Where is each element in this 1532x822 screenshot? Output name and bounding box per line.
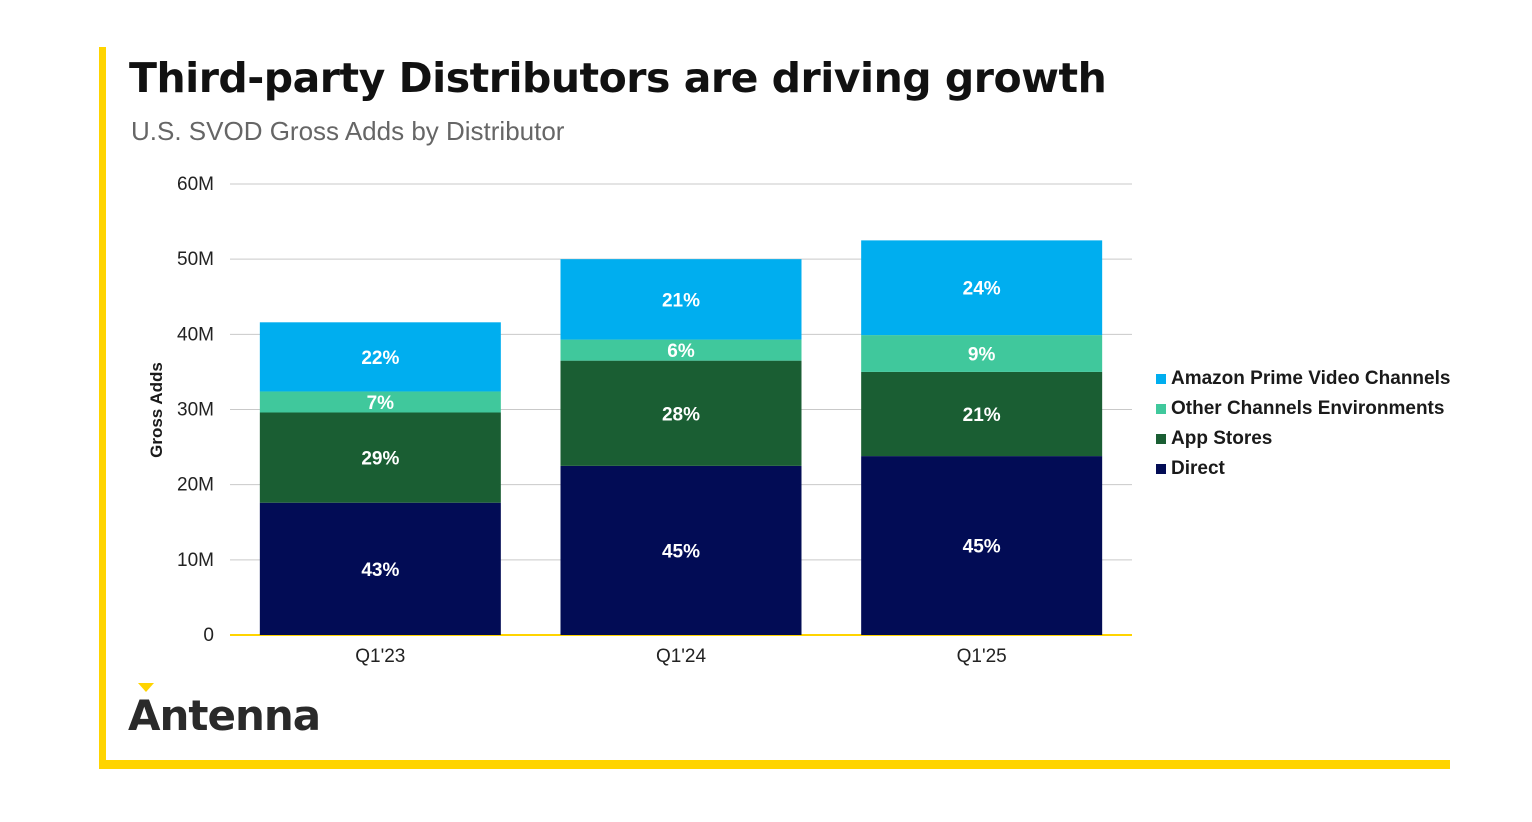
x-tick-label: Q1'25	[957, 646, 1007, 667]
legend-label: Other Channels Environments	[1171, 398, 1445, 419]
bar-segment	[259, 322, 501, 392]
data-label: 21%	[662, 290, 700, 311]
y-tick-label: 10M	[177, 550, 214, 571]
y-tick-label: 20M	[177, 475, 214, 496]
chart-subtitle: U.S. SVOD Gross Adds by Distributor	[131, 116, 565, 146]
x-axis-ticks: Q1'23 Q1'24 Q1'25	[355, 646, 1006, 667]
data-label: 9%	[968, 345, 996, 366]
data-label: 22%	[361, 348, 399, 369]
legend-swatch	[1156, 374, 1166, 384]
data-label: 29%	[361, 449, 399, 470]
bar-segment	[259, 412, 501, 503]
y-tick-label: 0	[203, 625, 214, 646]
data-label: 45%	[662, 541, 700, 562]
y-tick-label: 40M	[177, 324, 214, 345]
bar-segment	[560, 259, 802, 340]
bars: 43% 29% 7% 22% 45% 28% 6% 21% 45% 21% 9% 24%	[259, 240, 1103, 635]
y-axis-ticks: 0 10M 20M 30M 40M 50M 60M	[177, 174, 214, 646]
legend-label: Amazon Prime Video Channels	[1171, 368, 1451, 389]
y-tick-label: 60M	[177, 174, 214, 195]
bar-segment	[259, 391, 501, 413]
frame-accent-bottom	[99, 760, 1450, 769]
legend-item: Other Channels Environments	[1156, 394, 1450, 424]
bar-segment	[560, 339, 802, 361]
data-label: 6%	[667, 341, 695, 362]
legend-swatch	[1156, 434, 1166, 444]
bar-segment	[560, 465, 802, 635]
legend-swatch	[1156, 464, 1166, 474]
bar-segment	[861, 240, 1103, 336]
data-label: 21%	[963, 405, 1001, 426]
bar-segment	[861, 371, 1103, 457]
x-tick-label: Q1'24	[656, 646, 707, 667]
legend-item: App Stores	[1156, 424, 1450, 454]
antenna-logo-wordmark: Antenna	[128, 691, 321, 740]
legend-label: App Stores	[1171, 428, 1273, 449]
y-tick-label: 30M	[177, 400, 214, 421]
legend-item: Amazon Prime Video Channels	[1156, 364, 1450, 394]
y-axis-label: Gross Adds	[147, 362, 166, 458]
frame-accent-left	[99, 47, 106, 769]
data-label: 24%	[963, 279, 1001, 300]
data-label: 28%	[662, 404, 700, 425]
bar-segment	[259, 502, 501, 635]
antenna-logo-mark-icon	[138, 683, 154, 692]
legend-item: Direct	[1156, 454, 1450, 484]
data-label: 45%	[963, 537, 1001, 558]
y-tick-label: 50M	[177, 249, 214, 270]
data-label: 7%	[367, 393, 395, 414]
legend-swatch	[1156, 404, 1166, 414]
chart-title: Third-party Distributors are driving gro…	[129, 54, 1107, 102]
legend-label: Direct	[1171, 458, 1225, 479]
chart-legend: Amazon Prime Video Channels Other Channel…	[1156, 364, 1450, 484]
bar-segment	[861, 456, 1103, 635]
data-label: 43%	[361, 560, 399, 581]
bar-segment	[861, 335, 1103, 372]
x-tick-label: Q1'23	[355, 646, 405, 667]
bar-segment	[560, 360, 802, 466]
